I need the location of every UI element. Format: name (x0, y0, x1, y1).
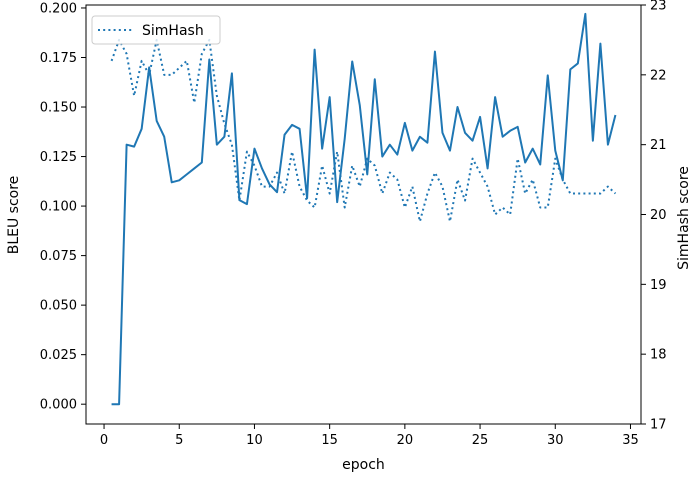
x-tick-label: 10 (246, 433, 263, 448)
x-tick-label: 15 (321, 433, 338, 448)
x-tick-label: 25 (472, 433, 489, 448)
x-axis-ticks: 0 5 10 15 20 25 30 35 (100, 424, 639, 448)
x-tick-label: 35 (622, 433, 639, 448)
y-tick-label: 0.075 (40, 249, 77, 264)
plot-frame (85, 4, 642, 425)
y-tick-label: 0.125 (40, 150, 77, 165)
y-axis-label-right: SimHash score (676, 166, 692, 270)
y-tick-label: 0.200 (40, 1, 77, 16)
y-right-tick-label: 19 (650, 278, 667, 293)
series-line-simhash (110, 38, 617, 223)
y-tick-label: 0.025 (40, 348, 77, 363)
y-right-tick-label: 22 (650, 68, 667, 83)
legend: SimHash (91, 15, 221, 45)
y-tick-label: 0.050 (40, 299, 77, 314)
y-right-tick-label: 20 (650, 208, 667, 223)
series-line-bleu (111, 12, 617, 406)
legend-label-simhash: SimHash (142, 23, 204, 39)
x-tick-label: 30 (547, 433, 564, 448)
legend-box (91, 15, 221, 45)
y-right-tick-label: 18 (650, 348, 667, 363)
y-tick-label: 0.175 (40, 51, 77, 66)
x-tick-label: 5 (175, 433, 183, 448)
y-right-tick-label: 23 (650, 0, 667, 14)
x-tick-label: 0 (100, 433, 108, 448)
y-axis-label: BLEU score (6, 176, 22, 255)
series-layer (110, 12, 617, 406)
right-axis-ticks: 17 18 19 20 21 22 23 (641, 0, 667, 433)
x-tick-label: 20 (397, 433, 414, 448)
x-axis-label: epoch (342, 457, 385, 473)
y-tick-label: 0.100 (40, 200, 77, 215)
y-tick-label: 0.150 (40, 101, 77, 116)
left-axis-ticks: 0.000 0.025 0.050 0.075 0.100 0.125 0.150 0.175… (40, 1, 86, 413)
y-right-tick-label: 17 (650, 418, 667, 433)
y-tick-label: 0.000 (40, 398, 77, 413)
y-right-tick-label: 21 (650, 138, 667, 153)
